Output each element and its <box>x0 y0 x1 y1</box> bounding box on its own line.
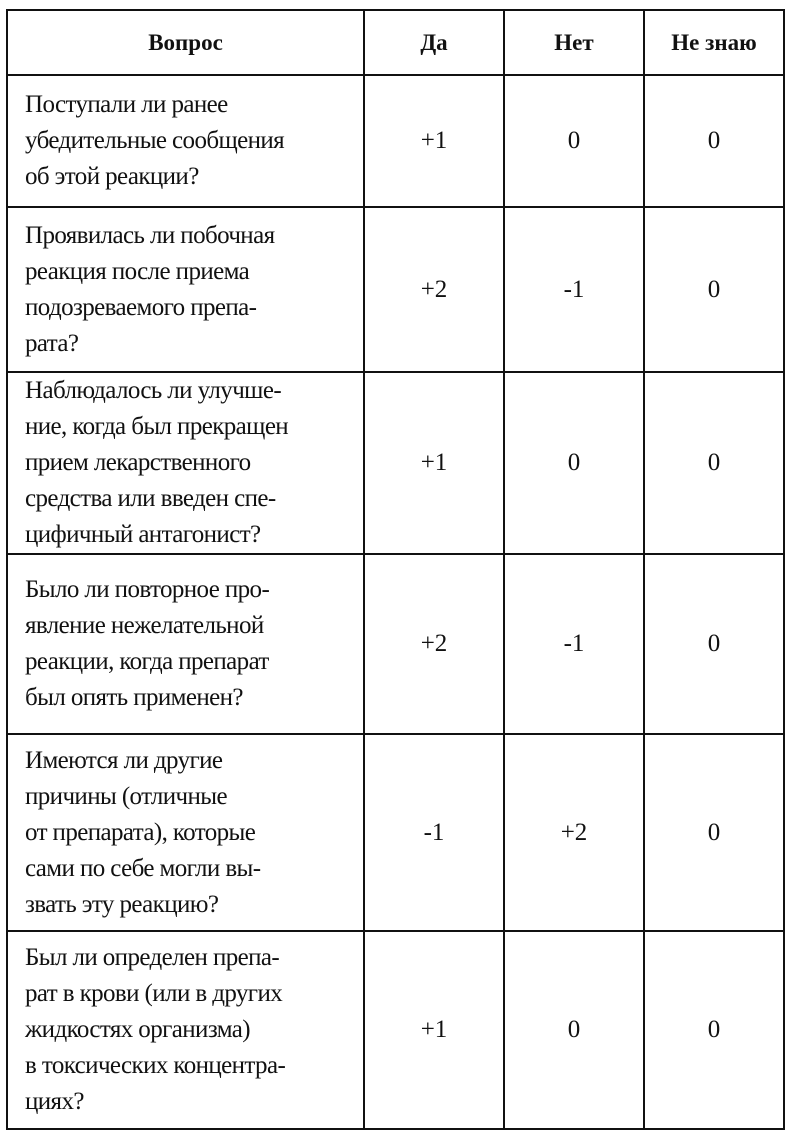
unknown-score: 0 <box>643 74 785 208</box>
question-cell: Было ли повторное про- явление нежелател… <box>6 553 365 735</box>
no-score: 0 <box>503 371 645 555</box>
unknown-score: 0 <box>643 206 785 373</box>
header-question: Вопрос <box>6 9 365 76</box>
table-row: Был ли определен препа- рат в крови (или… <box>6 930 785 1130</box>
unknown-score: 0 <box>643 371 785 555</box>
header-no: Нет <box>503 9 645 76</box>
header-yes: Да <box>363 9 505 76</box>
yes-score: +1 <box>363 74 505 208</box>
question-cell: Проявилась ли побочная реакция после при… <box>6 206 365 373</box>
table-row: Поступали ли ранее убедительные сообщени… <box>6 74 785 208</box>
question-cell: Поступали ли ранее убедительные сообщени… <box>6 74 365 208</box>
yes-score: +2 <box>363 206 505 373</box>
table-row: Проявилась ли побочная реакция после при… <box>6 206 785 373</box>
question-cell: Был ли определен препа- рат в крови (или… <box>6 930 365 1130</box>
table-row: Было ли повторное про- явление нежелател… <box>6 553 785 735</box>
no-score: 0 <box>503 74 645 208</box>
question-cell: Наблюдалось ли улучше- ние, когда был пр… <box>6 371 365 555</box>
scoring-table: Вопрос Да Нет Не знаю Поступали ли ранее… <box>6 9 785 1130</box>
table-row: Имеются ли другие причины (отличные от п… <box>6 733 785 932</box>
header-row: Вопрос Да Нет Не знаю <box>6 9 785 76</box>
yes-score: +1 <box>363 930 505 1130</box>
question-cell: Имеются ли другие причины (отличные от п… <box>6 733 365 932</box>
unknown-score: 0 <box>643 733 785 932</box>
yes-score: +2 <box>363 553 505 735</box>
header-unknown: Не знаю <box>643 9 785 76</box>
no-score: -1 <box>503 206 645 373</box>
unknown-score: 0 <box>643 553 785 735</box>
no-score: +2 <box>503 733 645 932</box>
no-score: 0 <box>503 930 645 1130</box>
yes-score: -1 <box>363 733 505 932</box>
unknown-score: 0 <box>643 930 785 1130</box>
no-score: -1 <box>503 553 645 735</box>
table-row: Наблюдалось ли улучше- ние, когда был пр… <box>6 371 785 555</box>
yes-score: +1 <box>363 371 505 555</box>
